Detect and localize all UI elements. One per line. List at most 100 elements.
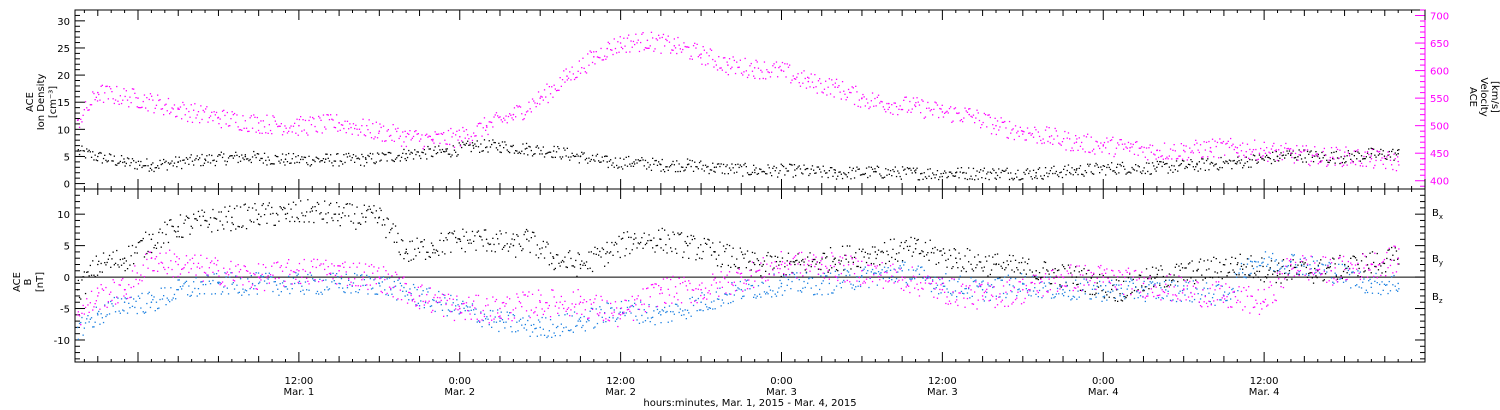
field-point	[1368, 280, 1370, 282]
velocity-point	[1374, 164, 1376, 167]
density-point	[93, 159, 95, 161]
density-point	[737, 163, 739, 165]
field-point	[1190, 277, 1192, 279]
density-point	[430, 155, 433, 157]
field-point	[231, 222, 233, 224]
field-point	[315, 210, 317, 212]
field-point	[1005, 296, 1007, 299]
field-point	[773, 273, 775, 275]
field-point	[133, 263, 135, 265]
field-point	[488, 243, 490, 246]
field-point	[147, 250, 149, 253]
field-point	[271, 276, 273, 278]
field-point	[140, 240, 142, 242]
field-point	[620, 238, 623, 240]
velocity-anchor-point	[257, 122, 260, 124]
field-point	[304, 281, 307, 283]
field-point	[321, 280, 323, 282]
field-point	[464, 251, 466, 253]
field-point	[498, 330, 500, 333]
velocity-point	[372, 123, 374, 125]
field-point	[1340, 277, 1342, 279]
field-point	[1392, 284, 1394, 286]
field-point	[1044, 285, 1047, 287]
velocity-point	[1064, 130, 1066, 133]
field-point	[879, 264, 881, 266]
density-point	[1007, 172, 1009, 174]
density-point	[339, 160, 341, 162]
field-point	[1366, 264, 1369, 266]
velocity-point	[382, 125, 385, 127]
field-point	[982, 270, 984, 272]
velocity-point	[184, 114, 186, 116]
density-point	[1292, 150, 1294, 152]
field-point	[344, 261, 346, 263]
density-point	[1117, 163, 1119, 165]
density-point	[1335, 150, 1337, 153]
field-point	[600, 256, 602, 258]
velocity-point	[304, 119, 307, 122]
density-point	[1025, 169, 1027, 171]
field-point	[873, 272, 875, 274]
density-point	[269, 163, 272, 165]
density-point	[832, 175, 834, 177]
density-anchor-point	[579, 155, 582, 158]
density-point	[1326, 159, 1328, 161]
field-point	[394, 225, 397, 227]
density-point	[1267, 156, 1269, 158]
field-point	[837, 270, 839, 272]
field-point	[176, 256, 178, 258]
velocity-point	[1316, 153, 1318, 155]
density-point	[714, 171, 716, 173]
field-point	[348, 279, 350, 281]
velocity-point	[181, 118, 183, 120]
density-point	[1082, 173, 1084, 176]
velocity-point	[321, 132, 323, 134]
field-point	[238, 291, 240, 293]
field-point	[515, 331, 517, 333]
density-point	[212, 159, 214, 162]
field-point	[1388, 280, 1390, 283]
density-point	[81, 145, 83, 147]
field-point	[891, 279, 893, 281]
density-point	[1060, 171, 1062, 173]
field-point	[950, 254, 952, 257]
field-tick-label: -5	[60, 305, 70, 316]
density-point	[101, 162, 103, 164]
field-point	[94, 303, 96, 305]
field-point	[1394, 285, 1396, 287]
velocity-point	[1029, 132, 1031, 134]
density-point	[281, 153, 284, 155]
field-point	[673, 313, 675, 315]
field-point	[120, 264, 123, 266]
density-point	[1369, 156, 1371, 158]
field-point	[421, 241, 423, 243]
velocity-anchor-point	[338, 122, 340, 124]
field-point	[402, 240, 404, 242]
velocity-point	[900, 108, 902, 111]
velocity-point	[549, 93, 552, 95]
field-point	[78, 322, 81, 325]
density-point	[698, 161, 701, 164]
field-point	[154, 310, 156, 312]
velocity-point	[771, 71, 773, 73]
field-point	[1394, 247, 1396, 249]
density-point	[1153, 165, 1155, 167]
field-point	[235, 265, 237, 267]
field-point	[161, 232, 164, 234]
field-point	[668, 238, 671, 240]
density-point	[404, 158, 406, 160]
field-point	[1243, 263, 1245, 266]
density-point	[499, 151, 501, 153]
field-point	[200, 224, 202, 227]
velocity-point	[457, 139, 459, 141]
field-point	[98, 310, 100, 313]
field-point	[888, 260, 890, 262]
density-point	[975, 175, 977, 177]
density-point	[1144, 172, 1146, 175]
velocity-point	[458, 129, 460, 131]
field-point	[1154, 277, 1156, 279]
field-point	[277, 288, 279, 290]
velocity-point	[1305, 145, 1307, 147]
velocity-point	[933, 108, 935, 110]
